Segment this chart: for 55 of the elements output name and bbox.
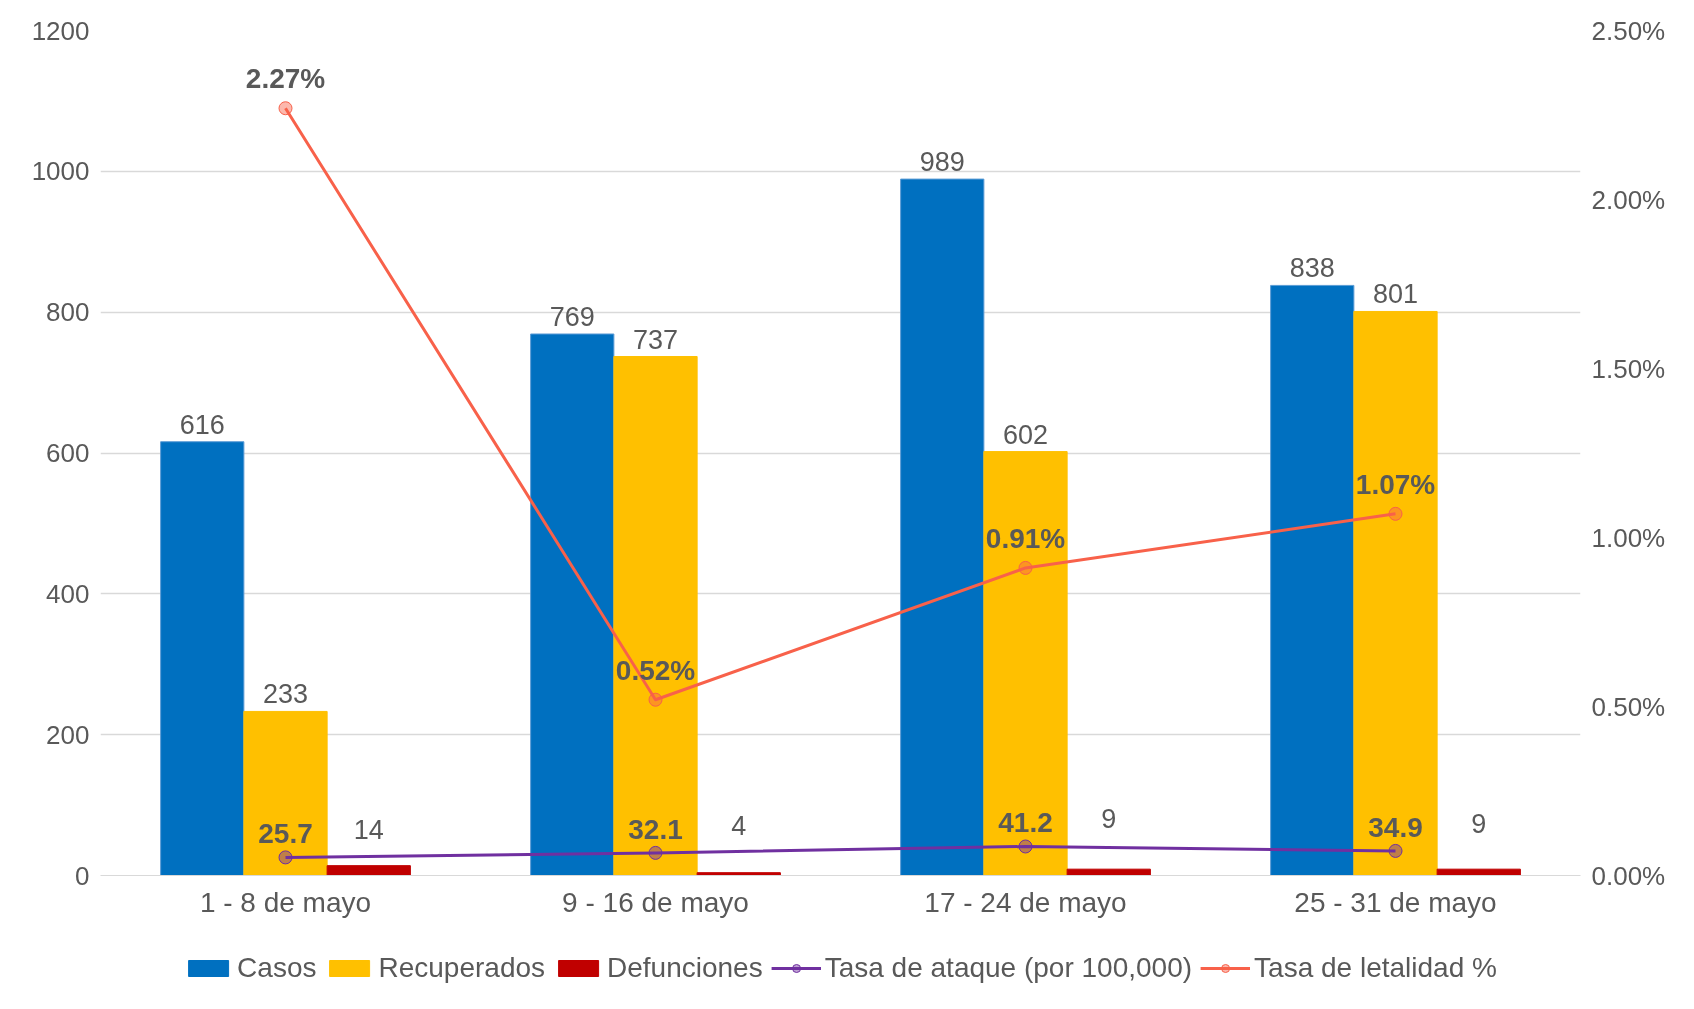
- bar: [983, 451, 1068, 876]
- legend-label: Tasa de letalidad %: [1254, 952, 1497, 984]
- data-label: 838: [1289, 253, 1335, 284]
- bar: [613, 356, 698, 876]
- y2-tick-label: 0.50%: [1591, 691, 1666, 722]
- data-label: 769: [549, 302, 595, 332]
- legend-label: Casos: [237, 952, 317, 984]
- y2-tick-label: 2.00%: [1591, 184, 1666, 215]
- bar: [326, 865, 411, 876]
- data-label: 25.7: [258, 818, 313, 850]
- data-label: 4: [731, 810, 747, 841]
- point: [278, 101, 293, 116]
- data-label: 14: [353, 815, 384, 846]
- data-label: 737: [632, 324, 679, 355]
- y-tick-label: 1000: [31, 156, 90, 187]
- y-tick-label: 200: [46, 719, 90, 750]
- data-label: 616: [179, 409, 225, 440]
- x-tick-label: 17 - 24 de mayo: [924, 886, 1127, 918]
- data-label: 41.2: [998, 807, 1053, 839]
- y-tick-label: 600: [46, 438, 90, 468]
- data-label: 233: [262, 679, 309, 710]
- point: [648, 692, 663, 707]
- x-tick-label: 25 - 31 de mayo: [1294, 886, 1497, 918]
- bar: [1270, 284, 1355, 876]
- data-label: 801: [1372, 279, 1419, 310]
- y-tick-label: 400: [46, 578, 90, 609]
- y2-tick-label: 1.00%: [1591, 522, 1666, 553]
- bar: [900, 178, 985, 876]
- data-label: 602: [1002, 419, 1049, 450]
- x-tick-label: 9 - 16 de mayo: [562, 886, 749, 918]
- data-label: 989: [919, 147, 965, 178]
- point: [1018, 560, 1033, 575]
- data-label: 1.07%: [1355, 468, 1436, 500]
- data-label: 9: [1101, 804, 1117, 835]
- y-tick-label: 800: [46, 297, 90, 328]
- y2-tick-label: 1.50%: [1591, 353, 1666, 384]
- bar: [696, 872, 781, 876]
- bar: [530, 333, 615, 876]
- data-label: 32.1: [628, 813, 683, 845]
- x-tick-label: 1 - 8 de mayo: [199, 886, 372, 918]
- y-tick-label: 1200: [31, 15, 90, 46]
- data-label: 0.91%: [985, 522, 1066, 554]
- data-label: 2.27%: [245, 63, 326, 95]
- y2-tick-label: 2.50%: [1591, 15, 1666, 46]
- legend-label: Tasa de ataque (por 100,000): [824, 952, 1193, 984]
- point: [1388, 506, 1403, 521]
- y2-tick-label: 0.00%: [1591, 860, 1666, 891]
- data-label: 9: [1471, 808, 1487, 839]
- bar: [1353, 310, 1438, 876]
- bar: [160, 441, 245, 876]
- y-tick-label: 0: [75, 860, 90, 891]
- data-label: 34.9: [1368, 811, 1423, 843]
- legend-label: Defunciones: [607, 952, 763, 984]
- bar: [243, 710, 328, 876]
- legend-label: Recuperados: [378, 952, 546, 984]
